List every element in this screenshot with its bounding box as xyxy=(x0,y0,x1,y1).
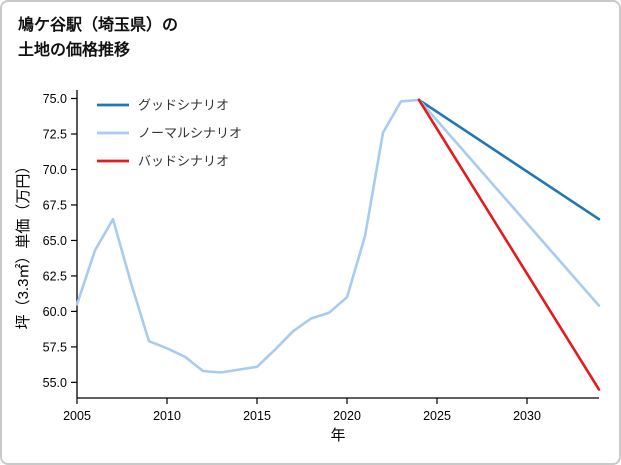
y-tick-label: 72.5 xyxy=(43,128,67,142)
x-axis-title: 年 xyxy=(330,427,345,444)
page-title: 鳩ケ谷駅（埼玉県）の 土地の価格推移 xyxy=(18,14,178,64)
y-tick-label: 55.0 xyxy=(43,376,67,390)
y-tick-label: 67.5 xyxy=(43,198,67,212)
legend-label-0: グッドシナリオ xyxy=(138,98,229,113)
x-tick-label: 2020 xyxy=(333,409,361,423)
x-tick-label: 2010 xyxy=(153,409,181,423)
series-line-ノーマルシナリオ xyxy=(417,98,601,308)
legend-label-2: バッドシナリオ xyxy=(138,154,229,169)
x-tick-label: 2030 xyxy=(513,409,541,423)
y-tick-label: 57.5 xyxy=(43,340,67,354)
series-line-history xyxy=(75,98,421,374)
y-tick-label: 75.0 xyxy=(43,92,67,106)
x-tick-label: 2025 xyxy=(423,409,451,423)
y-tick-label: 65.0 xyxy=(43,234,67,248)
series-line-グッドシナリオ xyxy=(417,98,601,221)
y-tick-label: 62.5 xyxy=(43,269,67,283)
y-tick-label: 70.0 xyxy=(43,163,67,177)
y-tick-label: 60.0 xyxy=(43,305,67,319)
legend-label-1: ノーマルシナリオ xyxy=(138,126,242,141)
y-axis-title: 坪（3.3㎡）単価（万円） xyxy=(15,159,32,330)
x-tick-label: 2015 xyxy=(243,409,271,423)
page-title-line1: 鳩ケ谷駅（埼玉県）の xyxy=(18,17,179,34)
series-line-バッドシナリオ xyxy=(417,98,601,391)
x-tick-label: 2005 xyxy=(63,409,91,423)
page-title-line2: 土地の価格推移 xyxy=(18,41,131,59)
